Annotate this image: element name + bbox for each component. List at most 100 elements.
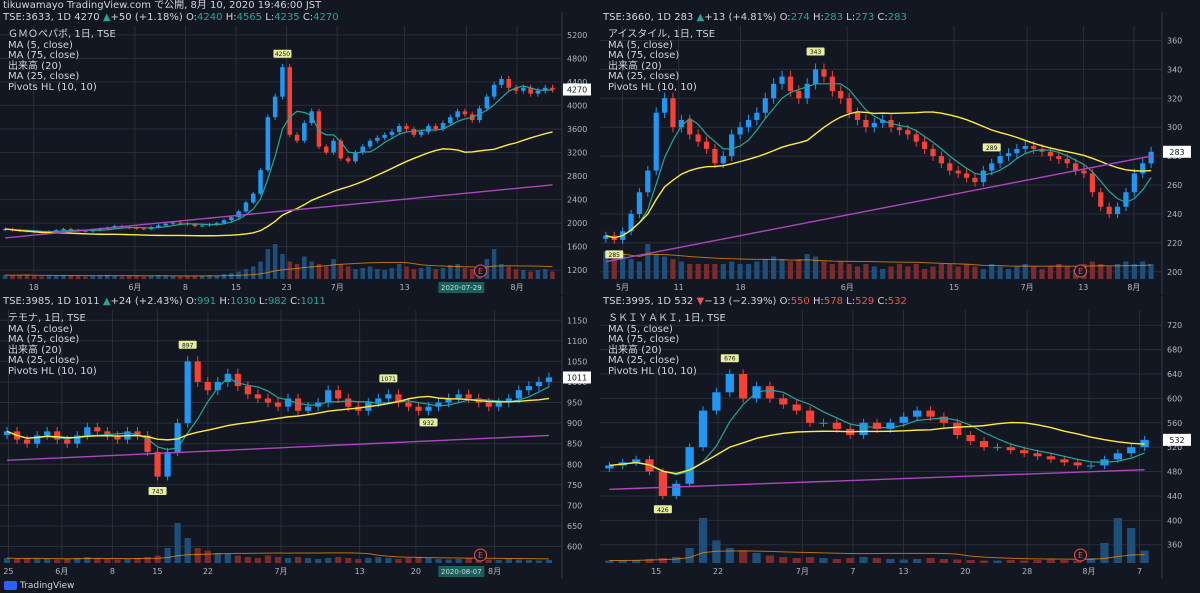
candle-body (912, 410, 922, 417)
candle-body (653, 112, 659, 171)
high: 1030 (230, 296, 256, 307)
legend-item[interactable]: MA (25, close) (608, 355, 680, 366)
legend-item[interactable]: MA (5, close) (8, 39, 73, 51)
indicator-legend: ＳＫＩＹＡＫＩ, 1日, TSE MA (5, close) MA (75, clo… (608, 313, 726, 377)
volume-bar (426, 266, 431, 279)
legend-item[interactable]: MA (5, close) (8, 323, 73, 335)
volume-bar (787, 261, 794, 279)
chart-pane-sukiyaki[interactable]: 720 680 640 600 560 520 480 440 400 360 15 22 7月 7 13 2… (600, 296, 1198, 579)
volume-bar (148, 276, 154, 279)
y-tick-label: 800 (567, 460, 582, 469)
last-price-text: 532 (1169, 436, 1184, 445)
last-price-box (1163, 433, 1191, 446)
pivot-label-box (419, 418, 438, 427)
candle-body (863, 119, 869, 128)
candle-body (64, 439, 71, 444)
legend-item[interactable]: 出来高 (20) (8, 344, 62, 356)
candle-body (34, 435, 41, 444)
legend-item[interactable]: Pivots HL (10, 10) (8, 81, 97, 93)
legend-item[interactable]: Pivots HL (10, 10) (8, 365, 97, 377)
candle-body (204, 381, 211, 391)
symbol-header: TSE:3995, 1D 532 ▼−13 (−2.39%) O:550 H:5… (603, 296, 907, 307)
volume-bar (545, 560, 553, 563)
volume-bar (1064, 266, 1070, 279)
legend-item[interactable]: Pivots HL (10, 10) (608, 81, 697, 93)
legend-item[interactable]: 出来高 (20) (8, 60, 62, 72)
change-arrow-icon: ▲ (102, 12, 111, 23)
pivot-label-box (148, 486, 167, 495)
symbol-header: TSE:3633, 1D 4270 ▲+50 (+1.18%) O:4240 H… (3, 12, 339, 23)
volume-bar (754, 261, 760, 279)
symbol: TSE:3660 (603, 12, 651, 23)
volume-bar (1047, 266, 1054, 279)
legend-item[interactable]: 出来高 (20) (608, 344, 662, 356)
y-tick-label: 680 (1167, 346, 1182, 355)
volume-bar (687, 264, 693, 279)
legend-item[interactable]: MA (75, close) (608, 334, 680, 345)
volume-bar (184, 538, 191, 563)
legend-item[interactable]: MA (75, close) (608, 50, 680, 61)
volume-bar (207, 275, 212, 279)
volume-bar (53, 276, 59, 279)
chart-pane-temona[interactable]: 1150110010501000950900850800750700650600… (0, 296, 598, 579)
y-tick-label: 480 (1167, 468, 1182, 477)
candle-body (114, 435, 121, 440)
candle-body (61, 228, 66, 231)
volume-bar (1131, 264, 1137, 279)
candle-body (678, 119, 684, 128)
x-tick-label: 22 (713, 567, 723, 576)
volume-bar (832, 559, 841, 563)
legend-item[interactable]: 出来高 (20) (608, 60, 662, 72)
volume-bar (491, 249, 497, 279)
volume-bar (618, 560, 627, 563)
volume-bar (542, 269, 548, 279)
volume-bar (214, 275, 220, 279)
volume-bar (963, 264, 970, 279)
candle-body (243, 202, 249, 212)
candle-body (294, 398, 302, 411)
candle-body (545, 377, 553, 382)
volume-bar (104, 559, 111, 563)
candle-body (979, 441, 989, 448)
chart-pane-istyle[interactable]: 3603403203002802602402202005月11186月157月1… (600, 12, 1198, 295)
pivot-label-box (720, 354, 739, 363)
candle-body (491, 84, 497, 97)
legend-item[interactable]: MA (25, close) (8, 71, 80, 82)
candle-body (972, 177, 978, 183)
candle-body (1046, 456, 1056, 460)
volume-bar (331, 259, 336, 279)
candle-body (1060, 459, 1069, 463)
candle-body (302, 123, 307, 141)
candle-body (605, 465, 614, 469)
candle-body (83, 230, 88, 232)
volume-bar (485, 559, 492, 563)
volume-bar (204, 550, 211, 563)
volume-bar (636, 261, 643, 279)
volume-bar (912, 559, 922, 563)
candle-body (156, 225, 161, 228)
legend-item[interactable]: MA (25, close) (608, 71, 680, 82)
candle-body (1131, 173, 1137, 193)
candle-body (1089, 173, 1095, 193)
last-price-text: 4270 (567, 86, 587, 95)
volume-bar (32, 276, 37, 279)
y-tick-label: 750 (567, 481, 582, 490)
low: 273 (855, 12, 875, 23)
candle-body (872, 422, 882, 429)
legend-item[interactable]: MA (25, close) (8, 355, 80, 366)
tradingview-logo[interactable]: TradingView (4, 580, 74, 592)
y-tick-label: 340 (1167, 65, 1182, 74)
legend-item[interactable]: MA (75, close) (8, 334, 80, 345)
legend-item[interactable]: MA (5, close) (608, 323, 673, 335)
legend-item[interactable]: MA (75, close) (8, 50, 80, 61)
legend-item[interactable]: MA (5, close) (608, 39, 673, 51)
legend-item[interactable]: Pivots HL (10, 10) (608, 365, 697, 377)
volume-bar (97, 275, 103, 279)
candle-body (1064, 159, 1070, 164)
volume-bar (274, 557, 282, 563)
candle-body (953, 422, 962, 435)
chart-pane-gmo[interactable]: 5200 4800 4400 4000 3600 3200 2800 2400 2000 1600… (0, 12, 598, 295)
candle-body (628, 213, 634, 232)
candle-body (926, 410, 935, 417)
change-arrow-icon: ▲ (696, 12, 705, 23)
